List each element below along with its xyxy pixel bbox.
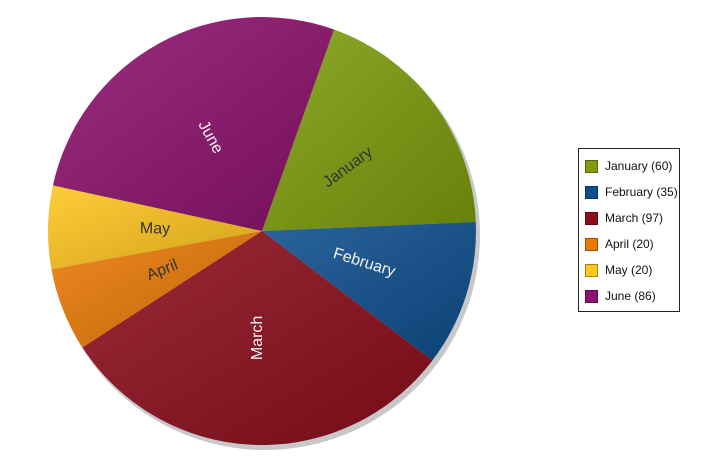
legend-item-may[interactable]: May (20) — [585, 257, 679, 283]
legend-item-april[interactable]: April (20) — [585, 231, 679, 257]
legend-item-february[interactable]: February (35) — [585, 179, 679, 205]
legend-label-january: January (60) — [605, 159, 673, 173]
slice-april[interactable] — [51, 231, 262, 348]
legend-label-may: May (20) — [605, 263, 653, 277]
slice-june[interactable] — [52, 17, 335, 231]
slice-january[interactable] — [262, 29, 476, 231]
legend-item-january[interactable]: January (60) — [585, 153, 679, 179]
legend-label-february: February (35) — [605, 185, 678, 199]
legend-item-march[interactable]: March (97) — [585, 205, 679, 231]
legend-swatch-april — [585, 237, 598, 251]
legend: January (60) February (35) March (97) Ap… — [578, 148, 680, 312]
legend-swatch-january — [585, 159, 598, 173]
slice-march[interactable] — [82, 231, 433, 445]
legend-swatch-february — [585, 185, 598, 199]
legend-label-april: April (20) — [605, 237, 654, 251]
legend-item-june[interactable]: June (86) — [585, 283, 679, 309]
legend-label-june: June (86) — [605, 289, 656, 303]
legend-swatch-may — [585, 263, 598, 277]
slice-may[interactable] — [47, 185, 262, 270]
legend-swatch-june — [585, 289, 598, 303]
legend-label-march: March (97) — [605, 211, 664, 225]
slice-label-march: March — [249, 316, 266, 360]
legend-swatch-march — [585, 211, 598, 225]
slice-label-may: May — [140, 220, 171, 238]
slice-february[interactable] — [262, 222, 476, 361]
